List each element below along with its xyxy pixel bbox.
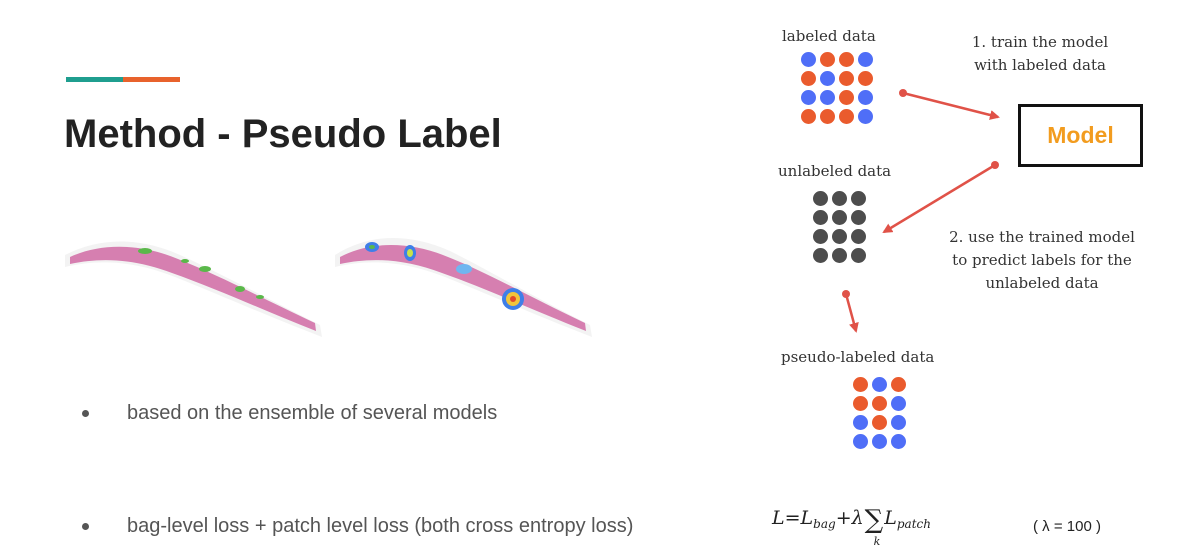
step2-line: unlabeled data	[985, 274, 1099, 292]
orange-dot	[820, 109, 835, 124]
labeled-data-label: labeled data	[782, 27, 876, 45]
formula-sum-symbol: ∑	[864, 505, 884, 535]
formula-patch-sub: patch	[896, 517, 931, 531]
blue-dot	[891, 396, 906, 411]
orange-dot	[839, 109, 854, 124]
blue-dot	[872, 377, 887, 392]
arrow-group	[842, 89, 1000, 333]
bullet-text: based on the ensemble of several models	[127, 402, 498, 424]
blue-dot	[891, 415, 906, 430]
accent-orange	[123, 77, 180, 82]
loss-formula: L=Lbag+λ∑ k Lpatch	[772, 505, 931, 548]
tissue-image-ground-truth	[65, 241, 322, 337]
formula-bag-term: L	[800, 507, 814, 529]
blue-dot	[891, 434, 906, 449]
orange-dot	[801, 109, 816, 124]
formula-sum: ∑ k	[864, 505, 884, 548]
blue-dot	[853, 415, 868, 430]
pseudo-labeled-data-label: pseudo-labeled data	[781, 348, 935, 366]
gray-dot	[832, 248, 847, 263]
blue-dot	[801, 90, 816, 105]
gray-dot	[813, 248, 828, 263]
orange-dot	[891, 377, 906, 392]
model-box: Model	[1018, 104, 1143, 167]
orange-dot	[872, 415, 887, 430]
arrow-train	[902, 91, 1000, 120]
bullet-loss: bag-level loss + patch level loss (both …	[82, 515, 633, 538]
gray-dot	[832, 191, 847, 206]
bullet-dot	[82, 523, 89, 530]
slide-title: Method - Pseudo Label	[64, 112, 502, 156]
step2-line: to predict labels for the	[952, 251, 1132, 269]
orange-dot	[853, 396, 868, 411]
bullet-dot	[82, 410, 89, 417]
blue-dot	[858, 52, 873, 67]
orange-dot	[839, 71, 854, 86]
gray-dot	[813, 210, 828, 225]
accent-teal	[66, 77, 123, 82]
step2-line: 2. use the trained model	[949, 228, 1135, 246]
lambda-value: ( λ = 100 )	[1033, 518, 1101, 535]
formula-sum-index: k	[873, 535, 881, 548]
orange-dot	[820, 52, 835, 67]
gray-dot	[851, 229, 866, 244]
tissue-image-heatmap	[335, 237, 592, 337]
formula-lhs: L	[772, 507, 785, 529]
blue-dot	[858, 90, 873, 105]
formula-bag-sub: bag	[813, 517, 836, 531]
step1-caption: 1. train the model with labeled data	[940, 31, 1140, 77]
labeled-data-dots	[801, 52, 873, 124]
pseudo-labeled-data-dots	[853, 377, 906, 449]
orange-dot	[839, 90, 854, 105]
bullet-ensemble: based on the ensemble of several models	[82, 402, 497, 425]
gray-dot	[851, 210, 866, 225]
gray-dot	[851, 248, 866, 263]
blue-dot	[820, 71, 835, 86]
blue-dot	[820, 90, 835, 105]
blue-dot	[801, 52, 816, 67]
arrow-pseudo	[844, 293, 859, 333]
orange-dot	[839, 52, 854, 67]
blue-dot	[858, 109, 873, 124]
orange-dot	[872, 396, 887, 411]
orange-dot	[858, 71, 873, 86]
gray-dot	[813, 191, 828, 206]
gray-dot	[813, 229, 828, 244]
step1-line: with labeled data	[974, 56, 1106, 74]
unlabeled-data-label: unlabeled data	[778, 162, 892, 180]
gray-dot	[832, 210, 847, 225]
arrow-predict	[882, 163, 996, 234]
step2-caption: 2. use the trained model to predict labe…	[918, 226, 1166, 295]
orange-dot	[801, 71, 816, 86]
unlabeled-data-dots	[813, 191, 866, 263]
title-accent-bar	[66, 77, 180, 82]
formula-patch-term: L	[884, 507, 897, 529]
step1-line: 1. train the model	[971, 33, 1109, 51]
blue-dot	[872, 434, 887, 449]
model-label: Model	[1047, 122, 1114, 148]
formula-plus-lambda: +λ	[835, 507, 864, 529]
bullet-text: bag-level loss + patch level loss (both …	[127, 515, 634, 537]
gray-dot	[851, 191, 866, 206]
blue-dot	[853, 434, 868, 449]
gray-dot	[832, 229, 847, 244]
orange-dot	[853, 377, 868, 392]
formula-eq: =	[784, 507, 801, 529]
